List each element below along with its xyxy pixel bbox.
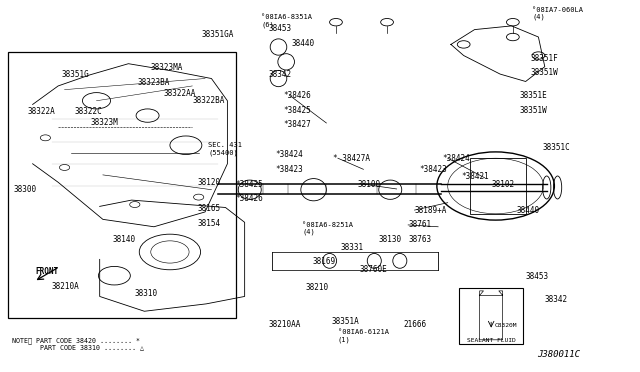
Text: 38351A: 38351A <box>332 317 359 326</box>
Text: 38351GA: 38351GA <box>202 29 234 39</box>
Text: *38425: *38425 <box>283 106 310 115</box>
Text: 38322A: 38322A <box>28 108 55 116</box>
Text: 38440: 38440 <box>516 206 540 215</box>
Text: 21666: 21666 <box>403 321 426 330</box>
Bar <box>460 288 523 343</box>
Text: *38425: *38425 <box>236 180 264 189</box>
Text: 38140: 38140 <box>113 235 136 244</box>
Text: 38440: 38440 <box>291 39 314 48</box>
Text: *38426: *38426 <box>283 91 310 100</box>
Text: FRONT: FRONT <box>35 267 58 276</box>
Text: 38351F: 38351F <box>531 54 559 62</box>
Text: 38760E: 38760E <box>360 265 387 274</box>
Text: SEC. 431
(55400): SEC. 431 (55400) <box>208 142 243 156</box>
Text: 38453: 38453 <box>525 272 548 281</box>
Text: 38322AA: 38322AA <box>164 89 196 98</box>
Text: 38130: 38130 <box>379 235 402 244</box>
Text: J380011C: J380011C <box>538 350 580 359</box>
Text: *38423: *38423 <box>419 165 447 174</box>
Text: 38165: 38165 <box>197 204 221 213</box>
Text: 38322C: 38322C <box>74 108 102 116</box>
Text: 38210: 38210 <box>306 283 329 292</box>
Text: °08IA7-060LA
(4): °08IA7-060LA (4) <box>532 7 583 20</box>
Text: *38427: *38427 <box>283 121 310 129</box>
Text: 38763: 38763 <box>408 235 431 244</box>
Text: *38423: *38423 <box>275 165 303 174</box>
Text: 38351W: 38351W <box>519 106 547 115</box>
Text: °08IA6-8351A
(6): °08IA6-8351A (6) <box>261 15 312 28</box>
Text: 38154: 38154 <box>197 219 221 228</box>
Text: 38453: 38453 <box>269 24 292 33</box>
Text: * 38427A: * 38427A <box>333 154 370 163</box>
Text: °08IA6-6121A
(1): °08IA6-6121A (1) <box>338 329 389 343</box>
Bar <box>8 52 236 318</box>
Text: 38323M: 38323M <box>90 119 118 128</box>
Text: 38210AA: 38210AA <box>269 321 301 330</box>
Text: 38120: 38120 <box>197 178 221 187</box>
Text: 38210A: 38210A <box>52 282 79 291</box>
Text: 38342: 38342 <box>545 295 568 304</box>
Text: 38342: 38342 <box>269 70 292 79</box>
Text: SEALANT FLUID: SEALANT FLUID <box>467 338 516 343</box>
Text: 38323MA: 38323MA <box>151 63 183 72</box>
Bar <box>470 158 526 214</box>
Text: 38300: 38300 <box>13 185 36 194</box>
Text: 38189+A: 38189+A <box>415 206 447 215</box>
Text: 38100: 38100 <box>357 180 380 189</box>
Text: *38424: *38424 <box>443 154 470 163</box>
Text: 38310: 38310 <box>135 289 158 298</box>
Text: *38421: *38421 <box>462 172 490 181</box>
Text: 38331: 38331 <box>340 243 364 251</box>
Text: NOTE） PART CODE 38420 ........ *
       PART CODE 38310 ........ △: NOTE） PART CODE 38420 ........ * PART CO… <box>12 337 144 351</box>
Text: 38102: 38102 <box>491 180 515 189</box>
Text: 38323BA: 38323BA <box>138 78 170 87</box>
Text: 38761: 38761 <box>408 221 431 230</box>
Text: 38169: 38169 <box>312 257 335 266</box>
Text: 38351E: 38351E <box>519 91 547 100</box>
Text: *38424: *38424 <box>275 150 303 159</box>
Text: C8320M: C8320M <box>494 323 517 328</box>
Text: 38351W: 38351W <box>531 68 559 77</box>
Text: *38426: *38426 <box>236 195 264 203</box>
Text: 38322BA: 38322BA <box>192 96 225 105</box>
Text: °08IA6-8251A
(4): °08IA6-8251A (4) <box>302 222 353 235</box>
Text: 38351G: 38351G <box>61 70 89 79</box>
Text: 38351C: 38351C <box>542 142 570 151</box>
